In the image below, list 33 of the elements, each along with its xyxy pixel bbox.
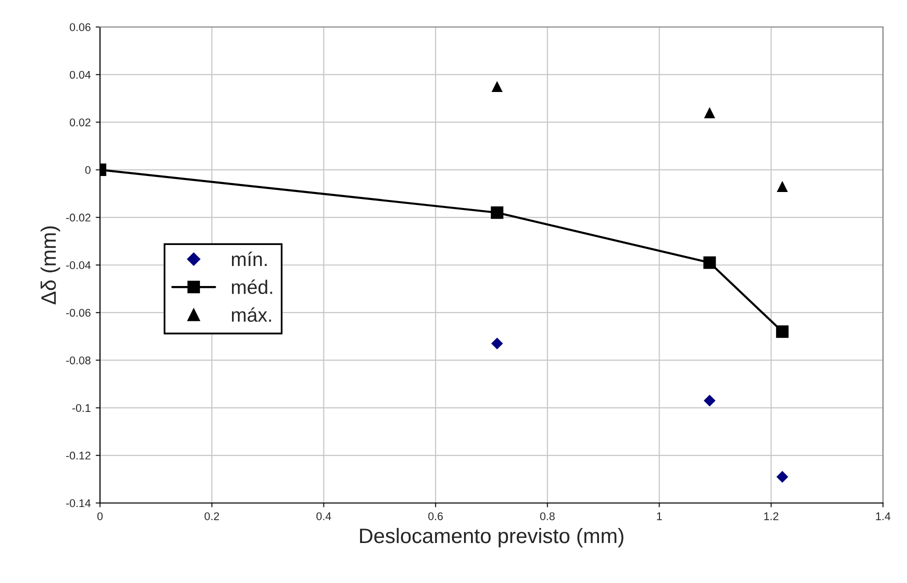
point [491, 338, 503, 350]
y-tick-label: -0.14 [66, 499, 91, 508]
point [704, 107, 716, 118]
x-tick-label: 1 [657, 512, 662, 520]
y-tick-label: 0.02 [70, 118, 90, 126]
legend-label: mín. [232, 252, 267, 266]
point [776, 180, 788, 192]
x-tick-label: 1.4 [876, 512, 890, 520]
x-tick-label: 0.4 [316, 512, 332, 520]
x-tick-label: 0.8 [540, 512, 555, 520]
point [776, 325, 789, 338]
y-tick-label: 0.06 [70, 23, 90, 32]
y-axis-title: Δδ (mm) [40, 226, 60, 304]
y-tick-label: 0 [85, 166, 91, 174]
y-tick-label: -0.08 [66, 356, 90, 364]
point [490, 206, 504, 219]
y-tick-label: -0.12 [66, 452, 90, 460]
y-tick-label: -0.06 [66, 308, 90, 317]
point [492, 80, 503, 92]
legend-label: máx. [232, 307, 272, 322]
point [703, 256, 716, 269]
legend-label: méd. [232, 280, 272, 294]
x-axis-title: Deslocamento previsto (mm) [360, 528, 624, 548]
point [776, 470, 788, 483]
y-tick-label: -0.02 [66, 214, 90, 222]
point [704, 394, 716, 407]
x-tick-label: 1.2 [764, 512, 778, 520]
x-tick-label: 0 [97, 512, 103, 520]
y-tick-label: -0.04 [66, 261, 91, 270]
x-tick-label: 0.6 [428, 512, 443, 520]
y-tick-label: 0.04 [70, 70, 91, 79]
y-tick-label: -0.1 [72, 404, 90, 412]
x-tick-label: 0.2 [204, 512, 220, 520]
